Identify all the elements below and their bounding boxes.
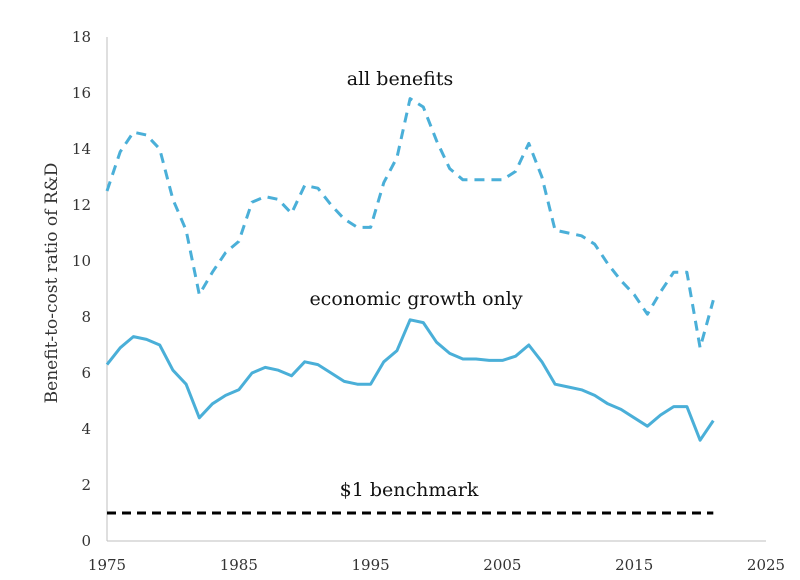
y-tick-label: 18 <box>72 28 91 46</box>
x-tick-label: 2025 <box>747 556 785 574</box>
x-tick-label: 1985 <box>220 556 258 574</box>
x-tick-label: 2015 <box>615 556 653 574</box>
all-benefits-label: all benefits <box>347 68 453 90</box>
y-axis-title: Benefit-to-cost ratio of R&D <box>42 163 62 404</box>
y-tick-label: 0 <box>81 532 91 550</box>
all-benefits-line <box>105 97 715 350</box>
y-tick-label: 6 <box>81 364 91 382</box>
economic-growth-label: economic growth only <box>309 288 522 310</box>
y-tick-label: 4 <box>81 420 91 438</box>
y-tick-label: 14 <box>72 140 91 158</box>
y-tick-label: 8 <box>81 308 91 326</box>
y-tick-label: 16 <box>72 84 91 102</box>
y-tick-label: 10 <box>72 252 91 270</box>
x-tick-label: 1995 <box>352 556 390 574</box>
benchmark-label: $1 benchmark <box>340 479 479 501</box>
x-tick-label: 1975 <box>88 556 126 574</box>
plot-area: 0 2 4 6 8 10 12 14 16 18 1975 1985 1995 2005 2015 2025 a… <box>72 28 785 574</box>
x-tick-label: 2005 <box>483 556 521 574</box>
economic-growth-line <box>105 318 715 442</box>
y-tick-label: 2 <box>81 476 91 494</box>
y-tick-label: 12 <box>72 196 91 214</box>
